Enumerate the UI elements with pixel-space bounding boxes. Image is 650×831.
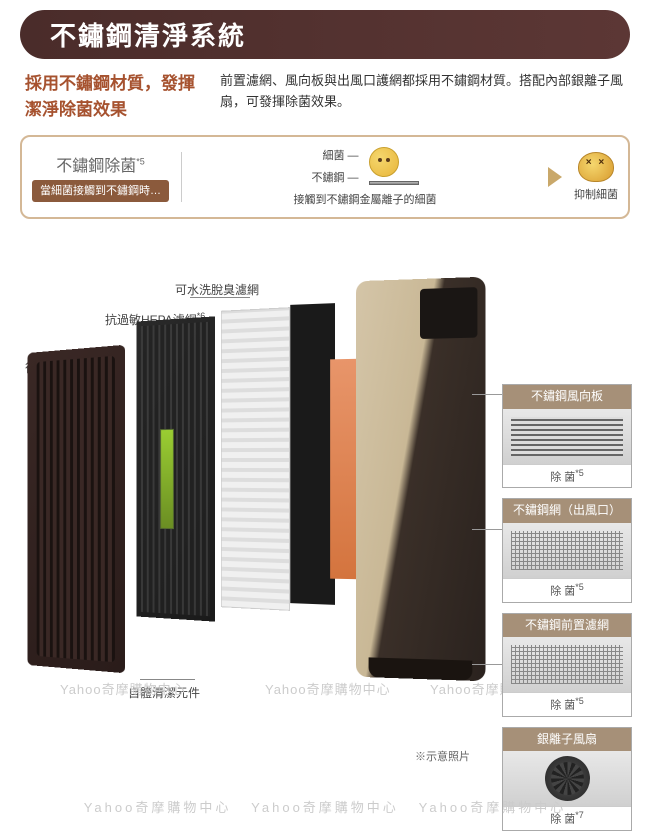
- side-item-outlet-net: 不鏽鋼網（出風口） 除 菌*5: [502, 498, 632, 602]
- footer-watermark: Yahoo奇摩購物中心 Yahoo奇摩購物中心 Yahoo奇摩購物中心: [0, 797, 650, 816]
- bacteria-title-text: 不鏽鋼除菌: [56, 158, 136, 175]
- unit-body-graphic: [356, 277, 486, 682]
- side-foot: 除 菌*5: [503, 578, 631, 602]
- watermark: Yahoo奇摩購物中心: [60, 679, 186, 698]
- photo-caption: ※示意照片: [415, 748, 470, 764]
- label-line: [190, 297, 250, 298]
- back-panel-graphic: [27, 345, 125, 674]
- side-panels: 不鏽鋼風向板 除 菌*5 不鏽鋼網（出風口） 除 菌*5 不鏽鋼前置濾網 除 菌…: [502, 384, 632, 831]
- bacteria-badge: 當細菌接觸到不鏽鋼時…: [32, 180, 169, 202]
- sup: *5: [136, 157, 145, 167]
- side-head: 不鏽鋼網（出風口）: [503, 499, 631, 523]
- connector-line: [472, 394, 502, 395]
- side-head: 不鏽鋼風向板: [503, 385, 631, 409]
- side-image: [503, 523, 631, 578]
- intro-body: 前置濾網、風向板與出風口護網都採用不鏽鋼材質。搭配內部銀離子風扇，可發揮除菌效果…: [220, 71, 625, 122]
- side-item-prefilter: 不鏽鋼前置濾網 除 菌*5: [502, 613, 632, 717]
- bacteria-diagram: 細菌 — 不鏽鋼 —: [194, 147, 536, 185]
- side-head: 不鏽鋼前置濾網: [503, 614, 631, 638]
- dead-bacteria-icon: [578, 152, 614, 182]
- watermark: Yahoo奇摩購物中心: [265, 679, 391, 698]
- side-image: [503, 409, 631, 464]
- header-band: 不鏽鋼清淨系統: [20, 10, 630, 59]
- connector-line: [472, 529, 502, 530]
- label-washable: 可水洗脫臭濾網: [175, 281, 259, 298]
- inhibit-caption: 抑制細菌: [574, 186, 618, 202]
- page-title: 不鏽鋼清淨系統: [50, 16, 600, 53]
- steel-label: 不鏽鋼 —: [311, 169, 358, 185]
- connector-line: [472, 664, 502, 665]
- side-item-wind-plate: 不鏽鋼風向板 除 菌*5: [502, 384, 632, 488]
- carbon-filter-graphic: [290, 303, 335, 605]
- side-image: [503, 637, 631, 692]
- steel-bar-icon: [369, 181, 419, 185]
- intro-section: 採用不鏽鋼材質，發揮潔淨除菌效果 前置濾網、風向板與出風口護網都採用不鏽鋼材質。…: [0, 59, 650, 130]
- bacteria-icon: [369, 147, 399, 177]
- exploded-diagram: 可水洗脫臭濾網 抗過敏HEPA濾網*6 後面板 自體清潔元件 Yahoo奇摩購物…: [0, 229, 650, 789]
- bacteria-middle: 細菌 — 不鏽鋼 — 接觸到不鏽鋼金屬離子的細菌: [194, 147, 536, 207]
- bacteria-label: 細菌 —: [311, 147, 358, 163]
- bacteria-right: 抑制細菌: [574, 152, 618, 202]
- side-foot: 除 菌*5: [503, 464, 631, 488]
- clean-element-graphic: [160, 429, 174, 529]
- hepa-filter-graphic: [221, 307, 290, 611]
- bacteria-left: 不鏽鋼除菌*5 當細菌接觸到不鏽鋼時…: [32, 152, 182, 202]
- filter-mesh-graphic: [136, 316, 215, 621]
- side-head: 銀離子風扇: [503, 728, 631, 752]
- bacteria-info-box: 不鏽鋼除菌*5 當細菌接觸到不鏽鋼時… 細菌 — 不鏽鋼 — 接觸到不鏽鋼金屬離…: [20, 135, 630, 219]
- bacteria-caption: 接觸到不鏽鋼金屬離子的細菌: [194, 191, 536, 207]
- fan-icon: [545, 756, 590, 801]
- intro-headline: 採用不鏽鋼材質，發揮潔淨除菌效果: [25, 71, 205, 122]
- side-foot: 除 菌*5: [503, 692, 631, 716]
- bacteria-title: 不鏽鋼除菌*5: [32, 152, 169, 176]
- arrow-right-icon: [548, 167, 562, 187]
